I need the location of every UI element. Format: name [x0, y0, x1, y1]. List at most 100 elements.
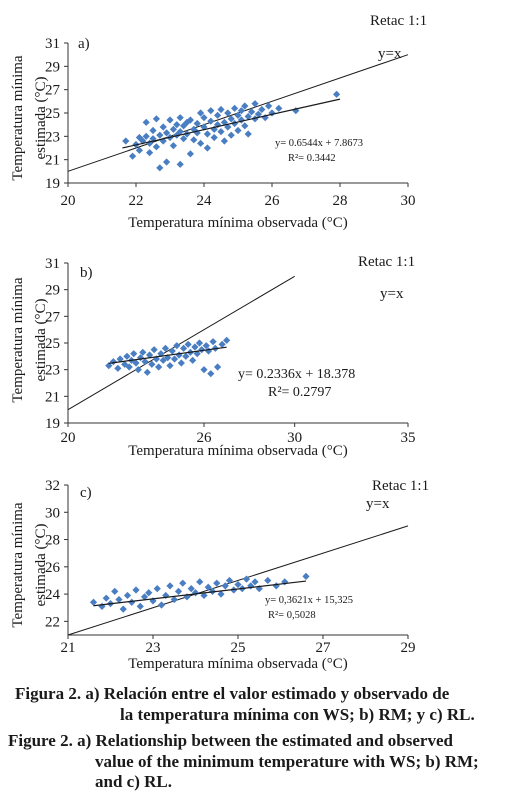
data-point — [223, 336, 231, 344]
x-tick-label: 30 — [401, 193, 416, 209]
x-tick-label: 35 — [401, 430, 416, 446]
data-point — [200, 114, 208, 122]
data-point — [264, 576, 272, 585]
data-point — [166, 362, 174, 370]
y-tick-label: 31 — [45, 36, 60, 52]
panel-label: a) — [78, 36, 90, 52]
data-point — [157, 601, 166, 609]
data-point — [186, 150, 194, 158]
regression-equation: y= 0.6544x + 7.8673 — [275, 138, 363, 149]
figure-charts: 19 21 23 25 27 29 31 20 22 24 26 28 30 a) Retac 1:1 y=x… — [10, 13, 429, 672]
data-point — [184, 340, 192, 348]
y-axis-title-line-1: Temperatura mínima — [10, 277, 26, 402]
data-point — [98, 602, 106, 610]
data-point — [142, 118, 150, 126]
caption-en-line-2: value of the minimum temperature with WS… — [95, 751, 479, 771]
data-point — [148, 360, 156, 368]
identity-line-label: y=x — [380, 286, 404, 302]
y-tick-label: 28 — [45, 533, 60, 549]
data-point — [161, 344, 170, 352]
x-tick-label: 28 — [333, 193, 348, 209]
data-point — [200, 366, 208, 374]
data-point — [146, 149, 154, 157]
data-point — [152, 115, 160, 123]
data-point — [169, 125, 177, 133]
data-point — [272, 582, 280, 590]
data-point — [162, 591, 170, 600]
data-point — [220, 137, 228, 145]
data-point — [102, 594, 110, 602]
y-axis-title-line-1: Temperatura mínima — [10, 55, 26, 180]
data-point — [156, 164, 164, 172]
data-point — [170, 355, 179, 363]
identity-line-label: y=x — [366, 496, 390, 512]
y-tick-label: 26 — [45, 560, 61, 576]
y-tick-label: 19 — [45, 176, 60, 192]
identity-line-label: y=x — [378, 46, 402, 62]
data-point — [210, 133, 218, 142]
data-point — [115, 595, 123, 604]
chart-panel-c: 22 24 26 28 30 32 21 23 25 27 29 c) Retac 1:1 y=x y= 0… — [10, 478, 429, 672]
data-point — [176, 128, 184, 136]
data-point — [333, 90, 341, 98]
data-point — [225, 576, 234, 585]
data-point — [177, 359, 185, 367]
data-point — [244, 112, 252, 121]
data-point — [180, 344, 188, 352]
data-point — [241, 102, 249, 110]
data-point — [187, 585, 195, 593]
reference-line-label: Retac 1:1 — [370, 13, 427, 29]
x-tick-label: 26 — [197, 430, 213, 446]
data-point — [231, 119, 239, 128]
data-point — [221, 582, 229, 590]
y-tick-label: 23 — [45, 129, 60, 145]
regression-equation: y= 0.2336x + 18.378 — [238, 367, 355, 382]
regression-line — [122, 98, 341, 149]
data-point — [231, 104, 239, 112]
data-point — [136, 602, 144, 610]
data-point — [190, 136, 198, 144]
reference-line-label: Retac 1:1 — [372, 478, 429, 494]
data-point — [198, 346, 206, 354]
y-tick-label: 19 — [45, 416, 60, 432]
data-point — [136, 354, 145, 362]
data-point — [191, 343, 199, 351]
data-point — [152, 143, 160, 151]
data-point — [209, 338, 217, 346]
y-tick-label: 27 — [45, 83, 61, 99]
data-point — [109, 358, 117, 366]
data-point — [241, 122, 249, 130]
data-point — [224, 109, 232, 117]
data-point — [121, 360, 129, 368]
data-point — [135, 146, 143, 154]
data-point — [207, 107, 215, 115]
data-point — [214, 363, 222, 371]
data-point — [140, 593, 149, 601]
y-axis-title: Temperatura mínima estimada (°C) — [10, 502, 49, 627]
y-axis-title: Temperatura mínima estimada (°C) — [10, 55, 49, 180]
data-point — [130, 350, 138, 358]
data-point — [204, 583, 212, 591]
data-point — [174, 587, 183, 595]
data-point — [170, 595, 178, 604]
r-squared-label: R²= 0.2797 — [268, 385, 331, 400]
data-point — [242, 575, 251, 583]
r-squared-label: R²= 0,5028 — [268, 610, 316, 621]
data-point — [227, 131, 235, 139]
data-point — [214, 111, 222, 119]
caption-en-line-1: Figure 2. a) Relationship between the es… — [8, 731, 453, 750]
data-point — [168, 347, 176, 355]
data-point — [251, 578, 259, 586]
data-point — [213, 579, 221, 587]
data-point — [114, 364, 122, 372]
x-tick-label: 20 — [61, 193, 76, 209]
data-point — [153, 585, 161, 593]
data-point — [155, 363, 163, 371]
x-tick-label: 23 — [146, 640, 161, 656]
data-point — [132, 359, 140, 367]
data-point — [111, 587, 119, 595]
data-point — [251, 100, 259, 108]
y-tick-label: 25 — [45, 106, 60, 122]
data-point — [254, 110, 262, 118]
data-point — [128, 598, 136, 606]
